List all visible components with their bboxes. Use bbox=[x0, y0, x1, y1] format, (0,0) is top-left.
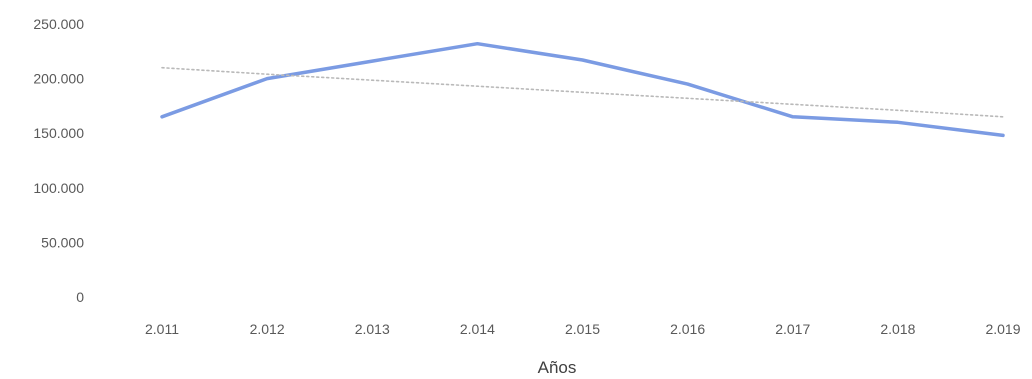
y-tick-label: 100.000 bbox=[33, 180, 84, 196]
x-tick-label: 2.014 bbox=[460, 321, 495, 337]
x-tick-label: 2.013 bbox=[355, 321, 390, 337]
series-layer bbox=[160, 41, 1005, 138]
y-tick-label: 50.000 bbox=[41, 234, 84, 250]
y-tick-label: 200.000 bbox=[33, 71, 84, 87]
x-tick-label: 2.017 bbox=[775, 321, 810, 337]
y-tick-label: 150.000 bbox=[33, 125, 84, 141]
x-tick-label: 2.015 bbox=[565, 321, 600, 337]
y-tick-label: 250.000 bbox=[33, 16, 84, 32]
series-line bbox=[160, 41, 1005, 138]
x-tick-label: 2.019 bbox=[985, 321, 1020, 337]
x-tick-label: 2.018 bbox=[880, 321, 915, 337]
y-axis-tick-labels: 0 50.000 100.000 150.000 200.000 250.000 bbox=[33, 16, 84, 305]
x-axis-tick-labels: 2.011 2.012 2.013 2.014 2.015 2.016 2.017 2.018… bbox=[145, 321, 1021, 337]
x-axis-title: Años bbox=[538, 358, 577, 377]
trendline bbox=[161, 66, 1004, 118]
x-tick-label: 2.012 bbox=[250, 321, 285, 337]
y-tick-label: 0 bbox=[76, 289, 84, 305]
x-tick-label: 2.016 bbox=[670, 321, 705, 337]
x-tick-label: 2.011 bbox=[145, 321, 179, 337]
